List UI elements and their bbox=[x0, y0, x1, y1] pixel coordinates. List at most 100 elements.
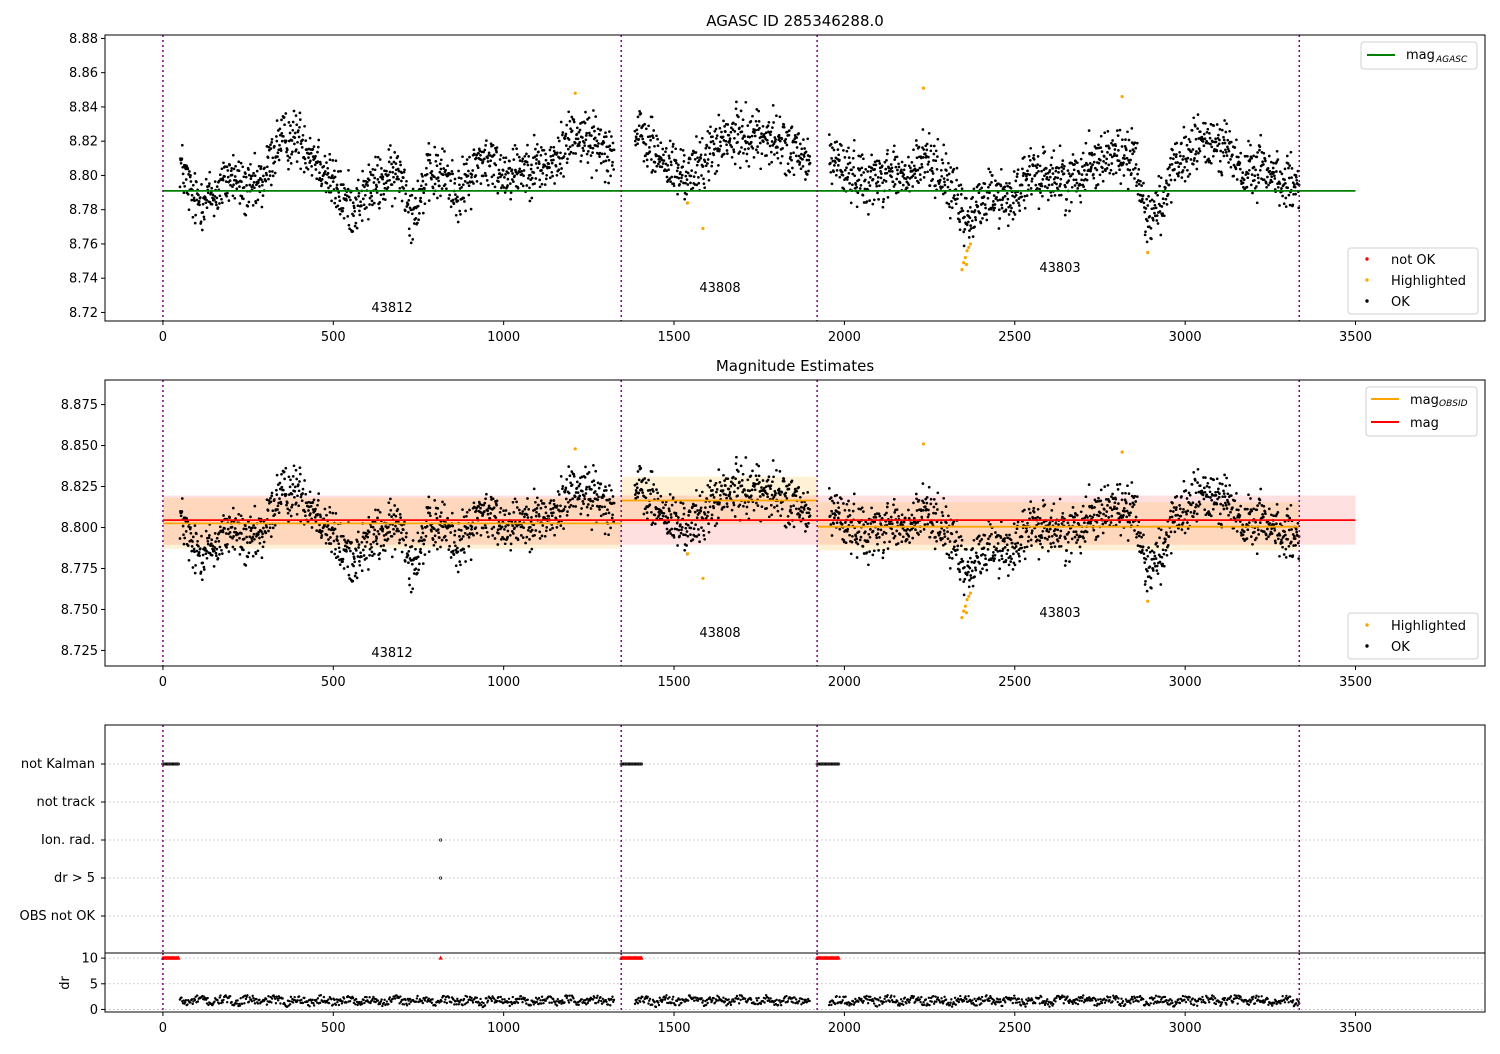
data-point-ok bbox=[878, 515, 881, 518]
data-point-ok bbox=[262, 545, 265, 548]
data-point-ok bbox=[1061, 163, 1064, 166]
data-point-ok bbox=[745, 160, 748, 163]
data-point-ok bbox=[540, 146, 543, 149]
data-point-ok bbox=[1112, 173, 1115, 176]
data-point-ok bbox=[1032, 154, 1035, 157]
data-point-ok bbox=[694, 511, 697, 514]
data-point-ok bbox=[858, 530, 861, 533]
data-point-ok bbox=[465, 162, 468, 165]
data-point-ok bbox=[472, 182, 475, 185]
data-point-ok bbox=[1106, 167, 1109, 170]
data-point-ok bbox=[207, 543, 210, 546]
data-point-ok bbox=[402, 176, 405, 179]
data-point-ok bbox=[548, 166, 551, 169]
data-point-ok bbox=[427, 496, 430, 499]
data-point-ok bbox=[870, 154, 873, 157]
data-point-ok bbox=[582, 149, 585, 152]
data-point-ok bbox=[1294, 186, 1297, 189]
data-point-ok bbox=[856, 556, 859, 559]
data-point-ok bbox=[762, 125, 765, 128]
data-point-ok bbox=[679, 171, 682, 174]
data-point-ok bbox=[328, 176, 331, 179]
data-point-ok bbox=[205, 178, 208, 181]
data-point-ok bbox=[1013, 522, 1016, 525]
data-point-ok bbox=[1076, 161, 1079, 164]
data-point-ok bbox=[947, 186, 950, 189]
data-point-ok bbox=[488, 151, 491, 154]
data-point-ok bbox=[789, 509, 792, 512]
data-point-ok bbox=[950, 551, 953, 554]
data-point-ok bbox=[857, 191, 860, 194]
data-point-ok bbox=[956, 193, 959, 196]
data-point-ok bbox=[525, 536, 528, 539]
data-point-ok bbox=[485, 493, 488, 496]
data-point-ok bbox=[533, 182, 536, 185]
data-point-ok bbox=[189, 174, 192, 177]
data-point-ok bbox=[549, 528, 552, 531]
data-point-ok bbox=[309, 137, 312, 140]
data-point-ok bbox=[503, 528, 506, 531]
data-point-ok bbox=[534, 148, 537, 151]
data-point-ok bbox=[748, 136, 751, 139]
data-point-ok bbox=[679, 148, 682, 151]
data-point-ok bbox=[1029, 173, 1032, 176]
data-point-ok bbox=[534, 177, 537, 180]
data-point-ok bbox=[376, 530, 379, 533]
data-point-ok bbox=[1023, 199, 1026, 202]
data-point-ok bbox=[663, 512, 666, 515]
data-point-ok bbox=[880, 177, 883, 180]
data-point-ok bbox=[864, 178, 867, 181]
data-point-ok bbox=[257, 199, 260, 202]
data-point-ok bbox=[502, 156, 505, 159]
data-point-ok bbox=[953, 194, 956, 197]
data-point-ok bbox=[754, 129, 757, 132]
data-point-ok bbox=[433, 528, 436, 531]
data-point-ok bbox=[960, 184, 963, 187]
data-point-ok bbox=[345, 550, 348, 553]
data-point-ok bbox=[833, 149, 836, 152]
data-point-ok bbox=[518, 167, 521, 170]
data-point-ok bbox=[735, 456, 738, 459]
data-point-ok bbox=[225, 195, 228, 198]
data-point-ok bbox=[232, 183, 235, 186]
data-point-ok bbox=[201, 211, 204, 214]
data-point-ok bbox=[1152, 207, 1155, 210]
data-point-ok bbox=[1081, 173, 1084, 176]
data-point-ok bbox=[637, 138, 640, 141]
data-point-ok bbox=[1202, 140, 1205, 143]
data-point-ok bbox=[276, 119, 279, 122]
data-point-ok bbox=[724, 140, 727, 143]
data-point-ok bbox=[214, 540, 217, 543]
data-point-ok bbox=[941, 537, 944, 540]
data-point-ok bbox=[437, 531, 440, 534]
data-point-ok bbox=[243, 538, 246, 541]
data-point-ok bbox=[276, 508, 279, 511]
data-point-ok bbox=[993, 557, 996, 560]
data-point-ok bbox=[884, 168, 887, 171]
data-point-ok bbox=[1023, 509, 1026, 512]
data-point-ok bbox=[639, 112, 642, 115]
data-point-ok bbox=[508, 512, 511, 515]
data-point-ok bbox=[257, 533, 260, 536]
data-point-ok bbox=[864, 168, 867, 171]
data-point-ok bbox=[295, 114, 298, 117]
data-point-ok bbox=[1290, 176, 1293, 179]
data-point-ok bbox=[668, 507, 671, 510]
data-point-ok bbox=[229, 531, 232, 534]
data-point-ok bbox=[563, 155, 566, 158]
data-point-ok bbox=[584, 111, 587, 114]
data-point-ok bbox=[890, 176, 893, 179]
data-point-ok bbox=[1128, 139, 1131, 142]
data-point-ok bbox=[393, 151, 396, 154]
data-point-ok bbox=[580, 507, 583, 510]
data-point-ok bbox=[248, 184, 251, 187]
data-point-ok bbox=[1065, 209, 1068, 212]
data-point-ok bbox=[739, 503, 742, 506]
data-point-ok bbox=[1243, 178, 1246, 181]
data-point-ok bbox=[738, 126, 741, 129]
data-point-ok bbox=[592, 464, 595, 467]
data-point-ok bbox=[699, 157, 702, 160]
data-point-ok bbox=[790, 152, 793, 155]
data-point-ok bbox=[476, 532, 479, 535]
data-point-ok bbox=[555, 165, 558, 168]
